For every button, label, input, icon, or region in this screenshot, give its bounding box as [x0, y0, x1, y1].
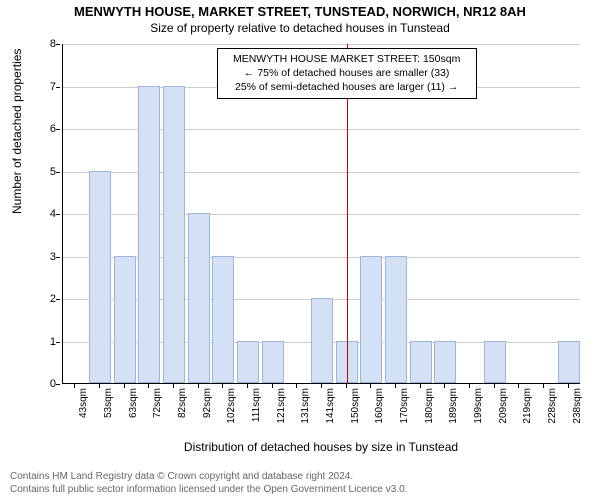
x-tick-mark [222, 384, 223, 388]
x-tick-mark [395, 384, 396, 388]
bar [163, 86, 185, 384]
chart-title-main: MENWYTH HOUSE, MARKET STREET, TUNSTEAD, … [0, 0, 600, 19]
x-tick-label: 199sqm [473, 388, 484, 424]
x-tick-label: 170sqm [399, 388, 410, 424]
footer-line-2: Contains full public sector information … [10, 484, 407, 497]
x-tick-label: 209sqm [498, 388, 509, 424]
x-tick-mark [518, 384, 519, 388]
x-tick-mark [543, 384, 544, 388]
x-tick-label: 160sqm [374, 388, 385, 424]
bar [188, 213, 210, 383]
x-tick-mark [198, 384, 199, 388]
bar [262, 341, 284, 384]
chart-container: MENWYTH HOUSE, MARKET STREET, TUNSTEAD, … [0, 0, 600, 500]
x-tick-label: 189sqm [448, 388, 459, 424]
y-tick-label: 7 [50, 81, 56, 93]
y-tick-mark [56, 87, 60, 88]
y-tick-mark [56, 257, 60, 258]
y-tick-mark [56, 299, 60, 300]
y-tick-mark [56, 384, 60, 385]
x-tick-mark [370, 384, 371, 388]
y-tick-label: 4 [50, 208, 56, 220]
x-tick-label: 228sqm [547, 388, 558, 424]
x-axis-label: Distribution of detached houses by size … [62, 440, 580, 454]
bar [89, 171, 111, 384]
y-tick-mark [56, 172, 60, 173]
annotation-line-3: 25% of semi-detached houses are larger (… [224, 80, 470, 94]
x-tick-label: 141sqm [325, 388, 336, 424]
x-tick-label: 82sqm [177, 388, 188, 418]
footer-line-1: Contains HM Land Registry data © Crown c… [10, 471, 407, 484]
bar [410, 341, 432, 384]
x-tick-mark [494, 384, 495, 388]
y-axis: 012345678 [0, 44, 60, 384]
x-tick-mark [247, 384, 248, 388]
bar [237, 341, 259, 384]
annotation-line-2: ← 75% of detached houses are smaller (33… [224, 66, 470, 80]
x-tick-mark [321, 384, 322, 388]
x-tick-label: 111sqm [251, 388, 262, 422]
x-tick-label: 219sqm [522, 388, 533, 424]
bar [484, 341, 506, 384]
bar [385, 256, 407, 384]
bar [138, 86, 160, 384]
x-tick-mark [444, 384, 445, 388]
y-tick-label: 3 [50, 251, 56, 263]
y-tick-label: 6 [50, 123, 56, 135]
y-tick-mark [56, 129, 60, 130]
x-tick-mark [420, 384, 421, 388]
footer-attribution: Contains HM Land Registry data © Crown c… [10, 471, 407, 496]
x-tick-label: 43sqm [78, 388, 89, 418]
x-tick-mark [272, 384, 273, 388]
x-tick-label: 53sqm [103, 388, 114, 418]
plot-area: MENWYTH HOUSE MARKET STREET: 150sqm← 75%… [62, 44, 580, 384]
y-tick-label: 0 [50, 378, 56, 390]
x-tick-label: 180sqm [424, 388, 435, 424]
bar [360, 256, 382, 384]
y-tick-mark [56, 44, 60, 45]
x-tick-label: 102sqm [226, 388, 237, 424]
y-tick-label: 2 [50, 293, 56, 305]
x-tick-label: 150sqm [350, 388, 361, 424]
x-tick-mark [469, 384, 470, 388]
x-tick-mark [148, 384, 149, 388]
x-tick-mark [99, 384, 100, 388]
bar [558, 341, 580, 384]
x-tick-mark [74, 384, 75, 388]
y-tick-mark [56, 214, 60, 215]
x-tick-mark [296, 384, 297, 388]
x-tick-label: 131sqm [300, 388, 311, 424]
y-tick-mark [56, 342, 60, 343]
x-tick-mark [173, 384, 174, 388]
x-tick-mark [346, 384, 347, 388]
x-tick-label: 63sqm [128, 388, 139, 418]
x-tick-mark [568, 384, 569, 388]
chart-title-sub: Size of property relative to detached ho… [0, 19, 600, 35]
annotation-box: MENWYTH HOUSE MARKET STREET: 150sqm← 75%… [217, 48, 477, 99]
x-tick-mark [124, 384, 125, 388]
x-tick-label: 121sqm [276, 388, 287, 424]
bar [434, 341, 456, 384]
gridline [63, 44, 580, 45]
bar [311, 298, 333, 383]
x-axis: 43sqm 53sqm 63sqm 72sqm 82sqm 92sqm 102sqm 111s… [62, 384, 580, 444]
x-tick-label: 92sqm [202, 388, 213, 418]
x-tick-label: 72sqm [152, 388, 163, 418]
y-tick-label: 5 [50, 166, 56, 178]
annotation-line-1: MENWYTH HOUSE MARKET STREET: 150sqm [224, 52, 470, 66]
x-tick-label: 238sqm [572, 388, 583, 424]
bar [212, 256, 234, 384]
bar [114, 256, 136, 384]
y-tick-label: 8 [50, 38, 56, 50]
y-tick-label: 1 [50, 336, 56, 348]
